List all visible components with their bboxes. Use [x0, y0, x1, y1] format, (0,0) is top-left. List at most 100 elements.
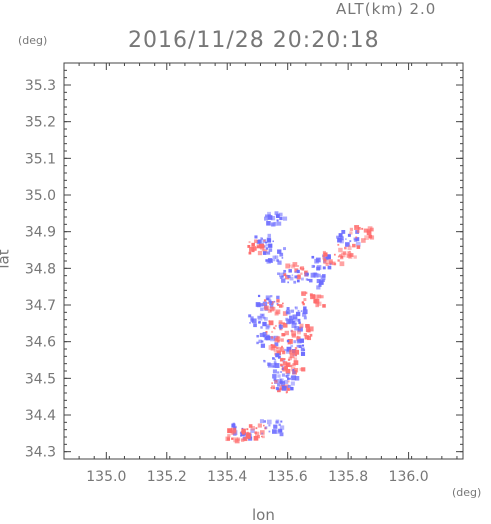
data-point — [333, 253, 336, 256]
data-point — [248, 424, 253, 428]
data-point — [318, 283, 322, 287]
data-point — [274, 342, 279, 347]
data-point — [275, 386, 279, 390]
data-point — [272, 363, 276, 367]
data-point — [274, 311, 279, 316]
data-point — [270, 387, 272, 389]
data-point — [301, 291, 306, 296]
data-point — [290, 381, 295, 386]
data-point — [259, 332, 264, 338]
data-point — [294, 376, 300, 381]
data-point — [355, 241, 361, 247]
data-point — [282, 350, 286, 355]
data-point — [287, 384, 291, 388]
data-point — [268, 430, 271, 433]
data-point — [267, 213, 271, 217]
data-cluster — [245, 423, 267, 441]
data-point — [250, 428, 255, 433]
data-cluster — [278, 317, 303, 333]
data-point — [285, 375, 287, 377]
data-point — [257, 294, 261, 298]
data-point — [298, 321, 301, 325]
data-point — [251, 318, 257, 324]
data-point — [274, 363, 280, 369]
data-point — [279, 276, 283, 279]
data-point — [279, 429, 283, 433]
data-point — [348, 244, 351, 247]
x-axis-label: lon — [252, 506, 275, 524]
data-point — [266, 221, 271, 226]
data-point — [236, 437, 241, 441]
data-point — [295, 311, 301, 317]
data-point — [271, 382, 273, 384]
data-point — [276, 213, 280, 217]
data-point — [272, 365, 275, 368]
data-point — [339, 254, 342, 257]
data-point — [349, 227, 353, 231]
data-point — [291, 274, 294, 276]
data-point — [296, 335, 299, 338]
data-point — [304, 270, 309, 275]
data-point — [282, 359, 286, 363]
data-point — [294, 306, 297, 309]
data-point — [264, 216, 269, 221]
data-point — [339, 239, 344, 244]
data-cluster — [275, 375, 300, 391]
x-tick-label: 135.0 — [86, 469, 126, 485]
data-point — [273, 360, 277, 364]
data-point — [272, 255, 277, 260]
data-point — [268, 335, 270, 338]
data-point — [338, 255, 340, 257]
data-point — [257, 434, 260, 438]
data-point — [255, 427, 258, 430]
data-point — [323, 259, 328, 265]
data-point — [361, 238, 366, 243]
data-point — [296, 336, 301, 341]
data-point — [310, 272, 316, 278]
data-point — [247, 244, 251, 248]
data-cluster — [248, 313, 271, 330]
data-point — [268, 258, 273, 263]
data-point — [268, 248, 273, 252]
data-point — [308, 326, 314, 332]
data-point — [273, 326, 276, 329]
data-point — [325, 257, 328, 260]
data-point — [282, 361, 288, 366]
data-point — [294, 268, 299, 273]
data-point — [262, 435, 265, 439]
data-point — [279, 212, 283, 217]
data-point — [260, 326, 263, 329]
data-point — [231, 423, 236, 428]
data-point — [285, 368, 291, 374]
data-point — [348, 250, 351, 253]
data-point — [277, 272, 280, 276]
data-point — [292, 368, 295, 371]
data-point — [282, 302, 284, 305]
y-tick-label: 34.4 — [25, 408, 56, 424]
data-point — [287, 274, 291, 279]
data-point — [296, 269, 300, 274]
data-point — [276, 349, 281, 355]
data-point — [317, 301, 322, 306]
altitude-label: ALT(km) 2.0 — [336, 0, 437, 18]
data-point — [266, 336, 269, 339]
data-point — [265, 333, 268, 335]
data-point — [283, 273, 287, 277]
data-point — [265, 295, 271, 301]
data-point — [264, 426, 268, 429]
data-point — [279, 324, 284, 329]
data-point — [267, 211, 271, 216]
x-tick-label: 135.4 — [207, 469, 247, 485]
data-point — [263, 303, 266, 305]
data-point — [285, 362, 291, 367]
data-point — [284, 330, 289, 336]
data-point — [293, 280, 297, 284]
data-point — [316, 285, 321, 290]
data-point — [282, 311, 288, 316]
data-point — [309, 333, 313, 337]
data-point — [263, 299, 267, 302]
data-point — [265, 325, 270, 330]
data-point — [248, 251, 252, 255]
data-point — [289, 315, 293, 319]
data-point — [265, 331, 268, 334]
